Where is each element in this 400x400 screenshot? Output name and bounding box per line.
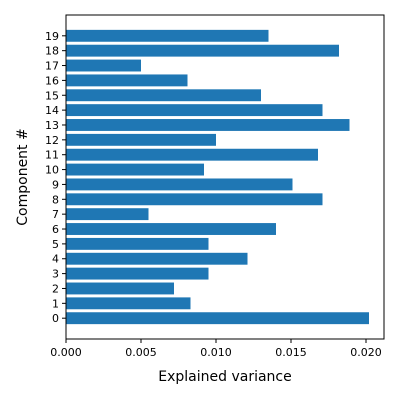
bar-component-16	[66, 74, 188, 87]
x-tick-label: 0.005	[125, 346, 157, 359]
y-axis-label: Component #	[15, 128, 31, 225]
y-tick-label: 3	[52, 268, 59, 281]
y-tick-label: 4	[52, 253, 59, 266]
bar-component-8	[66, 193, 323, 206]
bar-component-7	[66, 208, 149, 221]
y-tick-label: 14	[45, 104, 59, 117]
x-tick-label: 0.020	[350, 346, 382, 359]
y-tick-label: 0	[52, 312, 59, 325]
y-tick-label: 2	[52, 282, 59, 295]
bar-component-12	[66, 133, 216, 146]
y-tick-label: 13	[45, 119, 59, 132]
bar-component-9	[66, 178, 293, 191]
bars-group	[66, 29, 369, 325]
y-tick-label: 10	[45, 164, 59, 177]
y-tick-label: 6	[52, 223, 59, 236]
y-tick-label: 5	[52, 238, 59, 251]
bar-component-13	[66, 119, 350, 131]
y-tick-label: 16	[45, 74, 59, 87]
bar-component-18	[66, 44, 339, 57]
y-tick-label: 9	[52, 178, 59, 191]
x-axis-label: Explained variance	[158, 369, 291, 385]
y-tick-label: 17	[45, 60, 59, 73]
y-tick-label: 12	[45, 134, 59, 147]
y-tick-label: 15	[45, 89, 59, 102]
bar-component-10	[66, 163, 204, 176]
y-tick-label: 11	[45, 149, 59, 162]
bar-component-4	[66, 252, 248, 265]
y-tick-label: 7	[52, 208, 59, 221]
bar-component-15	[66, 89, 261, 102]
x-tick-label: 0.015	[275, 346, 307, 359]
bar-component-6	[66, 223, 276, 235]
x-tick-label: 0.000	[50, 346, 82, 359]
plot-frame	[65, 14, 385, 340]
x-tick-label: 0.010	[200, 346, 232, 359]
y-tick-label: 8	[52, 193, 59, 206]
bar-component-17	[66, 59, 141, 72]
y-tick-label: 1	[52, 297, 59, 310]
bar-component-1	[66, 297, 191, 310]
bar-component-5	[66, 237, 209, 250]
bar-component-19	[66, 29, 269, 42]
x-axis-ticks: 0.000 0.005 0.010 0.015 0.020	[50, 339, 382, 359]
bar-component-14	[66, 104, 323, 117]
bar-component-3	[66, 267, 209, 280]
bar-component-2	[66, 282, 174, 295]
y-tick-label: 18	[45, 45, 59, 58]
bar-component-0	[66, 312, 369, 325]
y-tick-label: 19	[45, 30, 59, 43]
bar-component-11	[66, 148, 318, 161]
